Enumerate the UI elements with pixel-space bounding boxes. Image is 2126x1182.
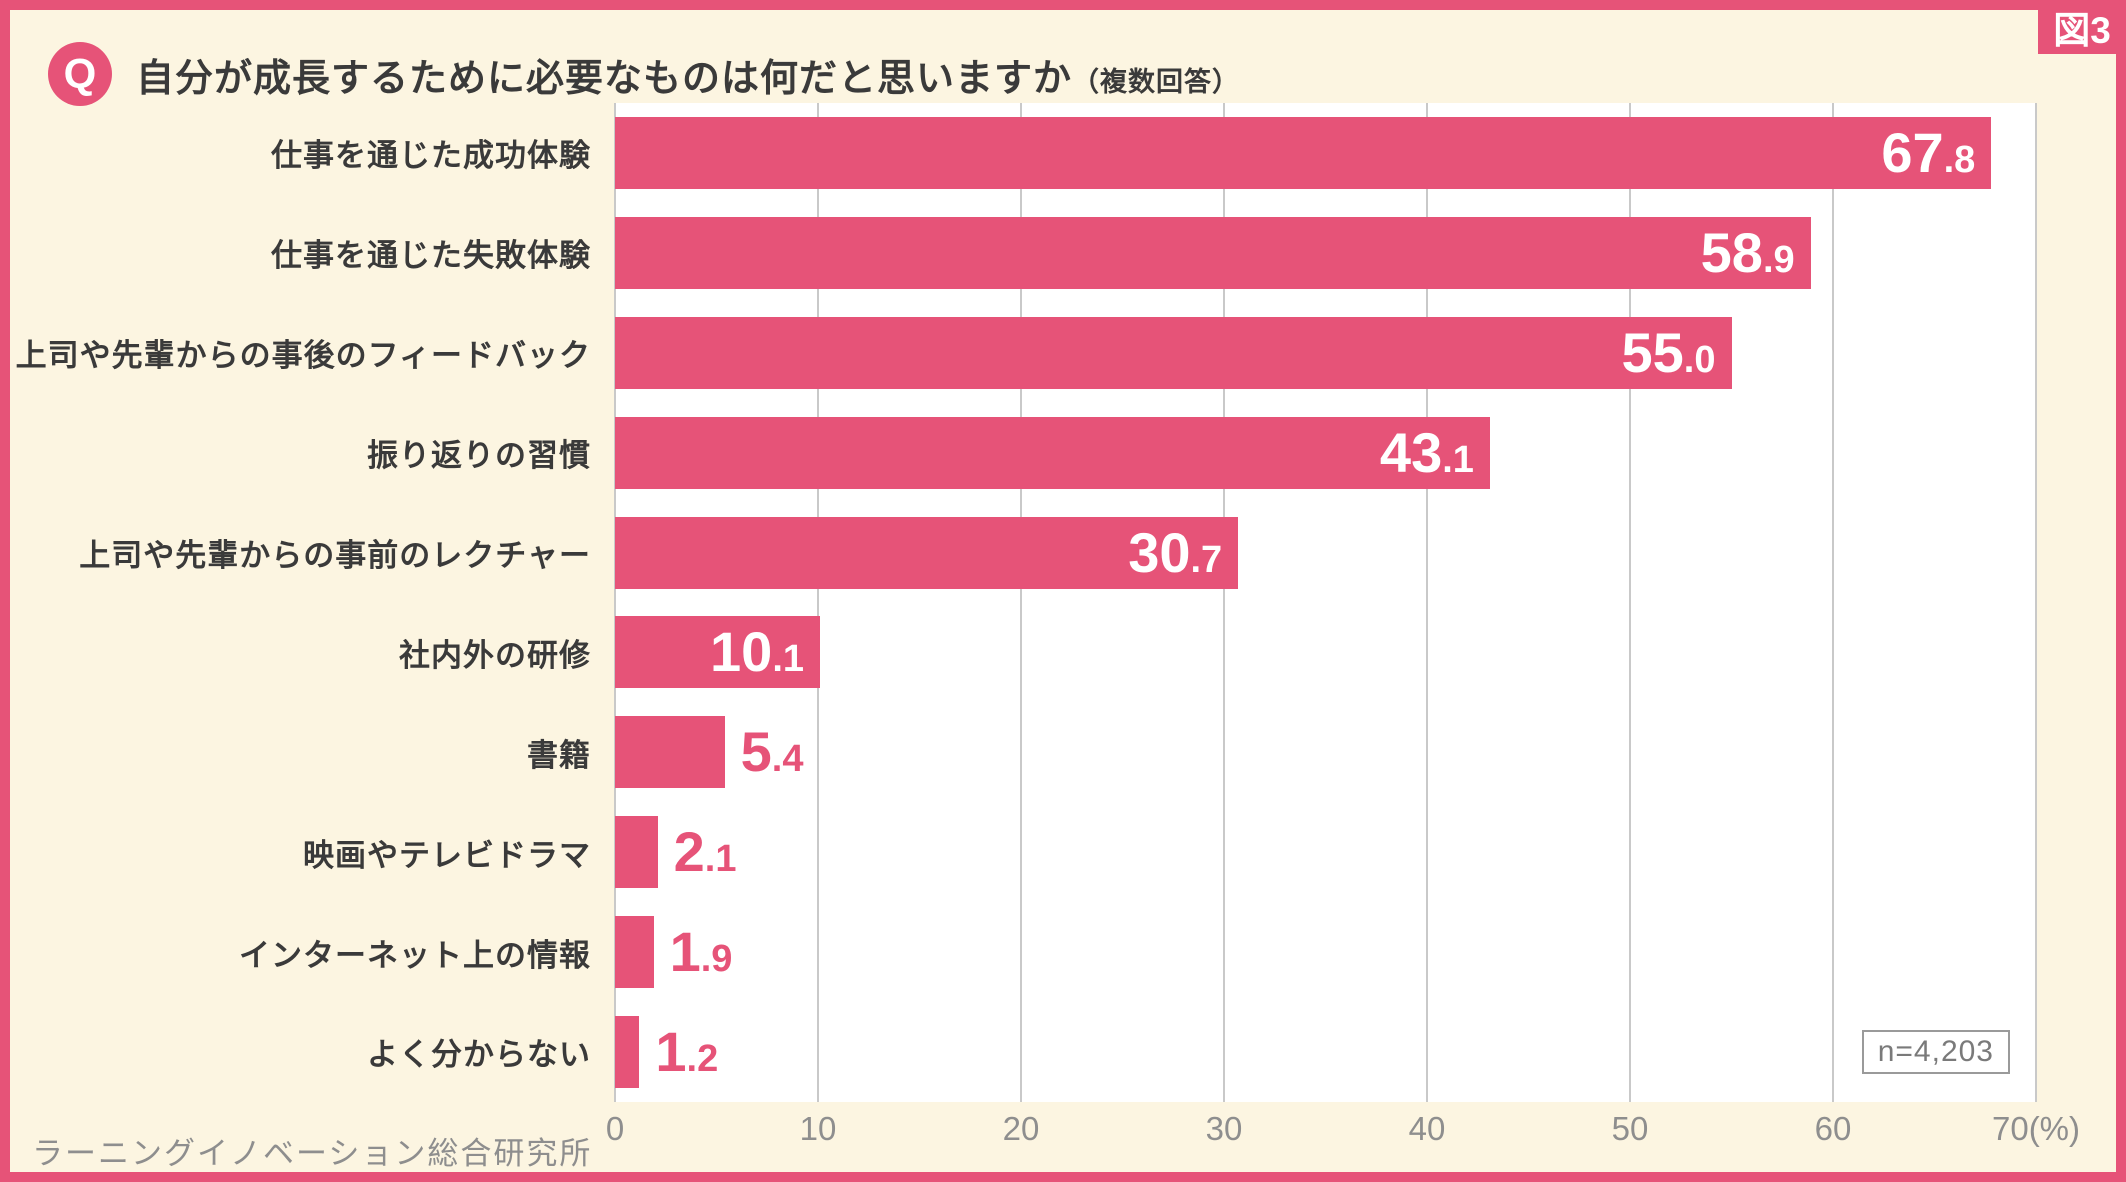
gridline [614,103,616,1102]
chart-row: 映画やテレビドラマ 2.1 [10,802,2036,902]
chart-title-text: 自分が成長するために必要なものは何だと思いますか [136,57,1073,100]
bar-rows: 仕事を通じた成功体験 67.8 仕事を通じた失敗体験 58.9 上司や先輩からの事後のフ… [10,103,2036,1102]
chart-row: 仕事を通じた成功体験 67.8 [10,103,2036,203]
bar-cell: 1.2 [615,1015,2036,1088]
bar-cell: 1.9 [615,916,2036,989]
value-label: 1.2 [655,1019,719,1083]
bar: 30.7 [615,516,1239,589]
value-label: 58.9 [1700,220,1795,284]
x-axis: 0 10 20 30 40 50 60 70(%) [606,1110,2080,1154]
gridline [817,103,819,1102]
x-tick-label: 20 [1002,1110,1040,1147]
bar: 55.0 [615,316,1732,389]
gridline [1629,103,1631,1102]
bar-cell: 67.8 [615,116,2036,189]
x-tick-label: 60 [1814,1110,1852,1147]
category-label: よく分からない [367,1037,591,1073]
chart-row: 仕事を通じた失敗体験 58.9 [10,203,2036,303]
chart-row: よく分からない 1.2 [10,1002,2036,1102]
bar-cell: 43.1 [615,416,2036,489]
x-tick-label: 0 [605,1110,625,1147]
bar-cell: 10.1 [615,616,2036,689]
bar: 10.1 [615,616,821,689]
x-tick-label: 70(%) [1991,1110,2081,1147]
bar: 58.9 [615,216,1811,289]
category-label: 書籍 [527,737,591,773]
gridline [1223,103,1225,1102]
bar [615,816,658,889]
category-label: 上司や先輩からの事後のフィードバック [15,338,591,374]
x-tick-label: 10 [799,1110,837,1147]
value-label: 1.9 [669,920,733,984]
bar: 67.8 [615,116,1992,189]
bar-cell: 30.7 [615,516,2036,589]
category-label: 振り返りの習慣 [367,438,591,474]
sample-size-badge: n=4,203 [1861,1030,2010,1074]
question-header: Q 自分が成長するために必要なものは何だと思いますか（複数回答） [48,42,1240,106]
bar-cell: 2.1 [615,816,2036,889]
category-label: 仕事を通じた成功体験 [271,138,591,174]
value-label: 5.4 [740,720,804,784]
chart-row: 上司や先輩からの事前のレクチャー 30.7 [10,503,2036,603]
gridline [1020,103,1022,1102]
chart-row: 書籍 5.4 [10,702,2036,802]
bar-cell: 58.9 [615,216,2036,289]
chart-title-suffix: （複数回答） [1072,66,1241,97]
source-label: ラーニングイノベーション総合研究所 [32,1136,593,1171]
bar [615,716,725,789]
category-label: インターネット上の情報 [239,937,591,973]
bar [615,916,654,989]
value-label: 67.8 [1881,120,1976,184]
chart-row: 社内外の研修 10.1 [10,602,2036,702]
figure-number-tab: 図3 [2038,0,2126,54]
category-label: 社内外の研修 [399,637,591,673]
category-label: 映画やテレビドラマ [303,837,591,873]
question-badge: Q [48,42,112,106]
category-label: 上司や先輩からの事前のレクチャー [79,538,591,573]
bar: 43.1 [615,416,1490,489]
category-label: 仕事を通じた失敗体験 [271,238,591,274]
x-tick-label: 30 [1205,1110,1243,1147]
figure-canvas: Q 自分が成長するために必要なものは何だと思いますか（複数回答） n=4,203… [10,10,2116,1172]
bar-cell: 5.4 [615,716,2036,789]
value-label: 55.0 [1621,320,1716,384]
value-label: 2.1 [673,820,737,884]
bar [615,1015,640,1088]
chart-row: 振り返りの習慣 43.1 [10,403,2036,503]
chart-title: 自分が成長するために必要なものは何だと思いますか（複数回答） [136,47,1240,102]
bar-cell: 55.0 [615,316,2036,389]
x-tick-label: 40 [1408,1110,1446,1147]
chart-row: インターネット上の情報 1.9 [10,902,2036,1002]
value-label: 10.1 [710,620,805,684]
chart-row: 上司や先輩からの事後のフィードバック 55.0 [10,303,2036,403]
gridline [1832,103,1834,1102]
value-label: 43.1 [1379,420,1474,484]
gridline [2035,103,2037,1102]
gridline [1426,103,1428,1102]
x-tick-label: 50 [1611,1110,1649,1147]
value-label: 30.7 [1128,520,1223,584]
